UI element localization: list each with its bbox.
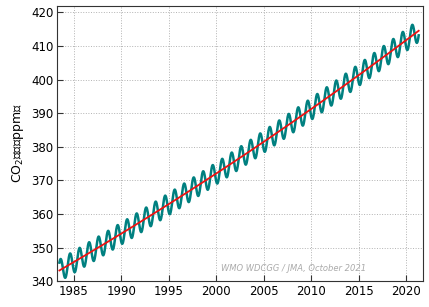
Y-axis label: $\mathrm{CO_2}$濃度（ppm）: $\mathrm{CO_2}$濃度（ppm）	[10, 103, 26, 183]
Text: WMO WDCGG / JMA, October 2021: WMO WDCGG / JMA, October 2021	[221, 264, 366, 273]
